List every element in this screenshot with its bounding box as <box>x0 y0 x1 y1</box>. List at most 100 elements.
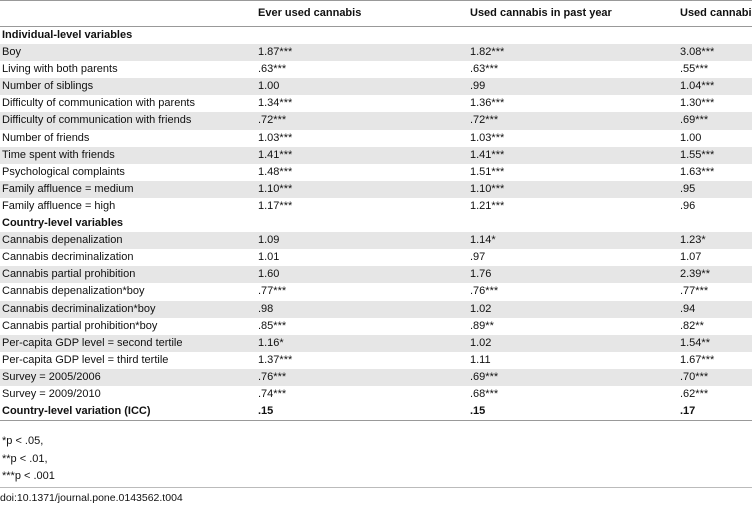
row-label: Cannabis decriminalization <box>2 251 134 264</box>
cell-value: 1.21*** <box>470 199 505 212</box>
cell-value: 1.76 <box>470 266 680 284</box>
table-row: Living with both parents .63*** .63*** .55*… <box>0 61 752 78</box>
table-row: Cannabis depenalization*boy .77*** .76***.… <box>0 283 752 300</box>
table-row: Cannabis decriminalization 1.01 .97 1.07 <box>0 249 752 266</box>
row-label: Per-capita GDP level = third tertile <box>2 353 169 366</box>
row-label: Living with both parents <box>2 63 118 76</box>
cell-value: .96 <box>680 199 696 212</box>
cell-value: 1.54** <box>680 334 752 352</box>
cell-value: 2.39** <box>680 266 752 284</box>
table-row: Per-capita GDP level = second tertile 1.1… <box>0 334 752 352</box>
cell-value: 1.02 <box>470 334 680 352</box>
cell-value <box>680 27 752 45</box>
row-label: Individual-level variables <box>2 29 133 41</box>
table-row: Survey = 2009/2010 .74*** .68*** .62*** <box>0 386 752 403</box>
doi-link[interactable]: doi:10.1371/journal.pone.0143562.t004 <box>0 487 752 504</box>
cell-value: 1.03*** <box>470 131 505 144</box>
cell-value: .76*** <box>470 285 499 298</box>
cell-value: .72*** <box>248 112 470 130</box>
table-row: Family affluence = medium 1.10*** 1.10***.… <box>0 180 752 198</box>
cell-value: 1.30*** <box>680 97 715 110</box>
cell-value: 1.48*** <box>258 165 293 178</box>
row-label: Cannabis depenalization <box>0 232 248 250</box>
row-label: Time spent with friends <box>0 146 248 164</box>
cell-value <box>248 27 470 45</box>
section-row: Country-level variation (ICC) .15.15.17 <box>0 403 752 422</box>
cell-value: .63*** <box>470 63 499 76</box>
header-past-year: Used cannabis in past year <box>470 0 680 27</box>
cell-value: 1.04*** <box>680 78 752 96</box>
cell-value: 1.16* <box>248 334 470 352</box>
row-label: Cannabis partial prohibition <box>0 266 248 284</box>
footnote-2: **p < .01, <box>2 452 48 465</box>
cell-value: 1.09 <box>248 232 470 250</box>
cell-value: .98 <box>248 300 470 318</box>
cell-value: .76*** <box>248 368 470 386</box>
table-row: Number of siblings 1.00.99 1.04*** <box>0 78 752 96</box>
cell-value: 1.10*** <box>470 180 680 198</box>
row-label: Psychological complaints <box>2 165 125 178</box>
table-row: Boy 1.87*** 1.82*** 3.08*** <box>0 44 752 62</box>
cell-value: 1.17*** <box>258 199 293 212</box>
cell-value <box>470 215 680 232</box>
row-label: Cannabis decriminalization*boy <box>0 300 248 318</box>
cell-value: 1.11 <box>470 353 491 366</box>
cell-value: 1.02 <box>470 300 680 318</box>
cell-value: .82** <box>680 319 704 332</box>
results-table: Ever used cannabis Used cannabis in past… <box>0 0 752 422</box>
cell-value <box>680 215 752 232</box>
cell-value: 1.67*** <box>680 353 715 366</box>
table-row: Cannabis partial prohibition 1.60 1.76 2.39… <box>0 266 752 284</box>
cell-value: 1.10*** <box>248 180 470 198</box>
cell-value: 1.37*** <box>258 353 293 366</box>
cell-value: .69*** <box>470 368 680 386</box>
row-label: Survey = 2009/2010 <box>2 387 101 400</box>
footnote-3: ***p < .001 <box>2 470 55 482</box>
cell-value: 1.82*** <box>470 44 680 62</box>
table-row: Family affluence = high 1.17*** 1.21*** .96 <box>0 198 752 215</box>
cell-value: 1.51*** <box>470 165 505 178</box>
cell-value: .89** <box>470 319 494 332</box>
row-label: Cannabis partial prohibition*boy <box>2 319 158 332</box>
header-regularly: Used cannabis regularly <box>680 0 752 27</box>
cell-value: .63*** <box>258 63 287 76</box>
cell-value: .17 <box>680 403 752 422</box>
row-label: Survey = 2005/2006 <box>0 368 248 386</box>
cell-value: .72*** <box>470 112 680 130</box>
table-row: Difficulty of communication with parents… <box>0 95 752 112</box>
cell-value: .69*** <box>680 112 752 130</box>
table-body: Individual-level variables Boy 1.87*** 1.82… <box>0 27 752 422</box>
row-label: Cannabis depenalization*boy <box>2 285 145 298</box>
footnotes: *p < .05, **p < .01, ***p < .001 <box>2 433 55 486</box>
row-label: Family affluence = medium <box>0 180 248 198</box>
cell-value: 1.03*** <box>258 131 293 144</box>
row-label: Difficulty of communication with friends <box>0 112 248 130</box>
cell-value: .94 <box>680 300 752 318</box>
table-row: Per-capita GDP level = third tertile 1.37… <box>0 352 752 369</box>
cell-value: 1.63*** <box>680 165 715 178</box>
table-row: Cannabis depenalization 1.09 1.14* 1.23* <box>0 232 752 250</box>
cell-value: 1.23* <box>680 232 752 250</box>
header-row: Ever used cannabis Used cannabis in past… <box>0 0 752 27</box>
cell-value: 1.01 <box>258 251 280 264</box>
section-row: Country-level variables <box>0 215 752 232</box>
row-label: Difficulty of communication with parents <box>2 97 195 110</box>
cell-value: .74*** <box>258 387 287 400</box>
cell-value: 1.55*** <box>680 146 752 164</box>
cell-value: .77*** <box>258 285 287 298</box>
cell-value: .15 <box>470 403 680 422</box>
cell-value <box>470 27 680 45</box>
cell-value: .77*** <box>680 285 709 298</box>
table-row: Cannabis partial prohibition*boy .85*** .8… <box>0 318 752 335</box>
row-label: Country-level variation (ICC) <box>0 403 248 422</box>
header-variable <box>0 0 248 27</box>
row-label: Per-capita GDP level = second tertile <box>0 334 248 352</box>
cell-value: 3.08*** <box>680 44 752 62</box>
cell-value: 1.60 <box>248 266 470 284</box>
cell-value: 1.41*** <box>248 146 470 164</box>
cell-value: 1.00 <box>680 131 702 144</box>
section-row: Individual-level variables <box>0 27 752 45</box>
footnote-1: *p < .05, <box>2 435 44 447</box>
table-row: Difficulty of communication with friends… <box>0 112 752 130</box>
